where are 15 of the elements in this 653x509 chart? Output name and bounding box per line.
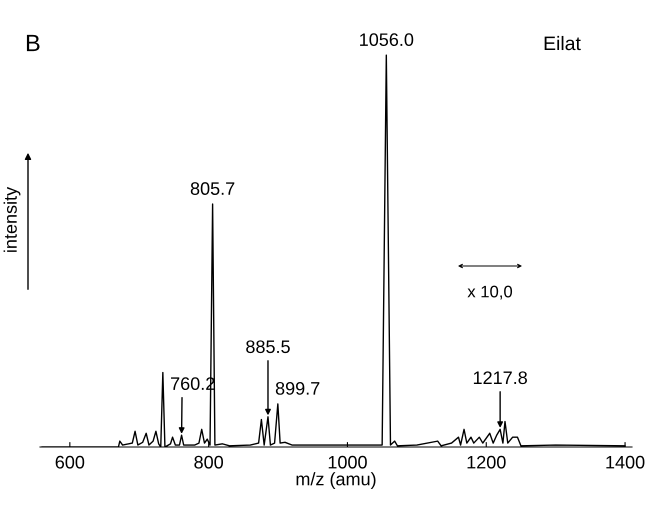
x-tick-label: 1400 (606, 456, 644, 469)
y-axis-title: intensity (4, 186, 20, 252)
text: Eilat (544, 36, 581, 50)
annotation: 1056.0 (360, 33, 414, 46)
annotation: x 10,0 (467, 286, 512, 300)
x-tick-label: 800 (194, 456, 224, 469)
annotation: 805.7 (190, 182, 234, 195)
x-tick-label: 1200 (468, 456, 506, 469)
annotation: 885.5 (246, 340, 290, 354)
annotation: 899.7 (276, 382, 320, 395)
text: B (26, 34, 40, 52)
x-tick-label: 1000 (328, 456, 367, 469)
x-axis-title: m/z (amu) (296, 472, 376, 489)
annotation: 1217.8 (474, 371, 527, 384)
x-tick-label: 600 (56, 456, 84, 469)
